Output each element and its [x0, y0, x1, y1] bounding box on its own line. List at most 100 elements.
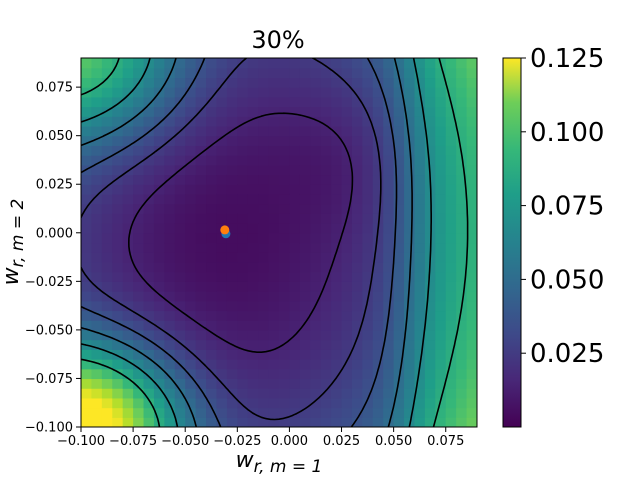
heatmap-cell [164, 242, 176, 253]
heatmap-cell [91, 407, 103, 418]
heatmap-cell [362, 242, 374, 253]
heatmap-cell [268, 174, 280, 185]
heatmap-cell [226, 223, 238, 234]
heatmap-cell [310, 378, 322, 389]
heatmap-cell [101, 349, 113, 360]
heatmap-cell [404, 125, 416, 137]
heatmap-cell [424, 378, 436, 389]
heatmap-cell [174, 203, 186, 214]
heatmap-cell [435, 77, 447, 88]
heatmap-cell [174, 349, 186, 360]
heatmap-cell [226, 242, 238, 253]
heatmap-cell [466, 58, 477, 69]
heatmap-cell [101, 388, 113, 399]
heatmap-cell [153, 164, 165, 176]
heatmap-cell [362, 388, 374, 399]
heatmap-cell [247, 300, 259, 312]
heatmap-cell [414, 310, 426, 321]
heatmap-cell [216, 339, 228, 350]
heatmap-cell [289, 135, 301, 146]
heatmap-cell [258, 67, 270, 79]
heatmap-cell [185, 125, 197, 137]
heatmap-cell [279, 232, 291, 244]
heatmap-cell [383, 145, 395, 156]
heatmap-cell [226, 291, 238, 302]
heatmap-cell [206, 135, 218, 146]
heatmap-cell [299, 135, 311, 146]
heatmap-cell [341, 232, 353, 244]
heatmap-cell [424, 310, 436, 321]
heatmap-cell [81, 320, 93, 331]
heatmap-cell [153, 349, 165, 360]
heatmap-cell [237, 174, 249, 185]
heatmap-cell [466, 203, 477, 214]
heatmap-cell [91, 116, 103, 127]
heatmap-cell [268, 271, 280, 282]
heatmap-cell [153, 116, 165, 127]
heatmap-cell [310, 67, 322, 79]
heatmap-cell [393, 378, 405, 389]
x-axis-ticks: −0.100 −0.075 −0.050 −0.025 0.000 0.025 0.050 0… [57, 427, 464, 449]
heatmap-cell [247, 291, 259, 302]
heatmap-cell [81, 145, 93, 156]
heatmap-cell [185, 106, 197, 117]
heatmap-cell [237, 397, 249, 409]
heatmap-cell [247, 145, 259, 156]
heatmap-cell [143, 320, 155, 331]
heatmap-cell [206, 320, 218, 331]
heatmap-cell [299, 193, 311, 205]
heatmap-cell [122, 77, 134, 88]
heatmap-cell [393, 145, 405, 156]
heatmap-cell [435, 223, 447, 234]
heatmap-cell [164, 96, 176, 108]
heatmap-cell [404, 300, 416, 312]
heatmap-cell [445, 125, 457, 137]
heatmap-cell [362, 417, 374, 427]
heatmap-cell [445, 310, 457, 321]
heatmap-cell [435, 252, 447, 263]
heatmap-cell [133, 164, 145, 176]
heatmap-cell [404, 203, 416, 214]
heatmap-cell [372, 320, 384, 331]
heatmap-cell [258, 184, 270, 195]
heatmap-cell [91, 359, 103, 370]
heatmap-cell [195, 261, 207, 273]
heatmap-cell [237, 135, 249, 146]
heatmap-cell [216, 281, 228, 292]
colorbar-tick-label: 0.075 [530, 192, 604, 222]
heatmap-cell [445, 232, 457, 244]
heatmap-cell [289, 252, 301, 263]
heatmap-cell [91, 145, 103, 156]
heatmap-cell [372, 213, 384, 224]
heatmap-cell [112, 329, 124, 341]
heatmap-cell [174, 145, 186, 156]
heatmap-cell [279, 174, 291, 185]
heatmap-cell [91, 388, 103, 399]
heatmap-cell [195, 271, 207, 282]
heatmap-cell [247, 67, 259, 79]
heatmap-cell [258, 329, 270, 341]
heatmap-cell [226, 213, 238, 224]
heatmap-cell [164, 193, 176, 205]
heatmap-cell [445, 388, 457, 399]
heatmap-cell [206, 155, 218, 166]
heatmap-cell [383, 339, 395, 350]
heatmap-cell [289, 96, 301, 108]
heatmap-cell [258, 145, 270, 156]
heatmap-cell [237, 96, 249, 108]
heatmap-cell [456, 388, 468, 399]
heatmap-cell [174, 407, 186, 418]
heatmap-cell [216, 116, 228, 127]
heatmap-cell [268, 135, 280, 146]
heatmap-cell [372, 58, 384, 69]
heatmap-cell [258, 96, 270, 108]
heatmap-cell [331, 417, 343, 427]
heatmap-cell [341, 87, 353, 98]
heatmap-cell [362, 261, 374, 273]
heatmap-cell [310, 184, 322, 195]
heatmap-cell [91, 223, 103, 234]
heatmap-cell [320, 329, 332, 341]
heatmap-cell [185, 349, 197, 360]
heatmap-cell [247, 378, 259, 389]
heatmap-cell [456, 193, 468, 205]
